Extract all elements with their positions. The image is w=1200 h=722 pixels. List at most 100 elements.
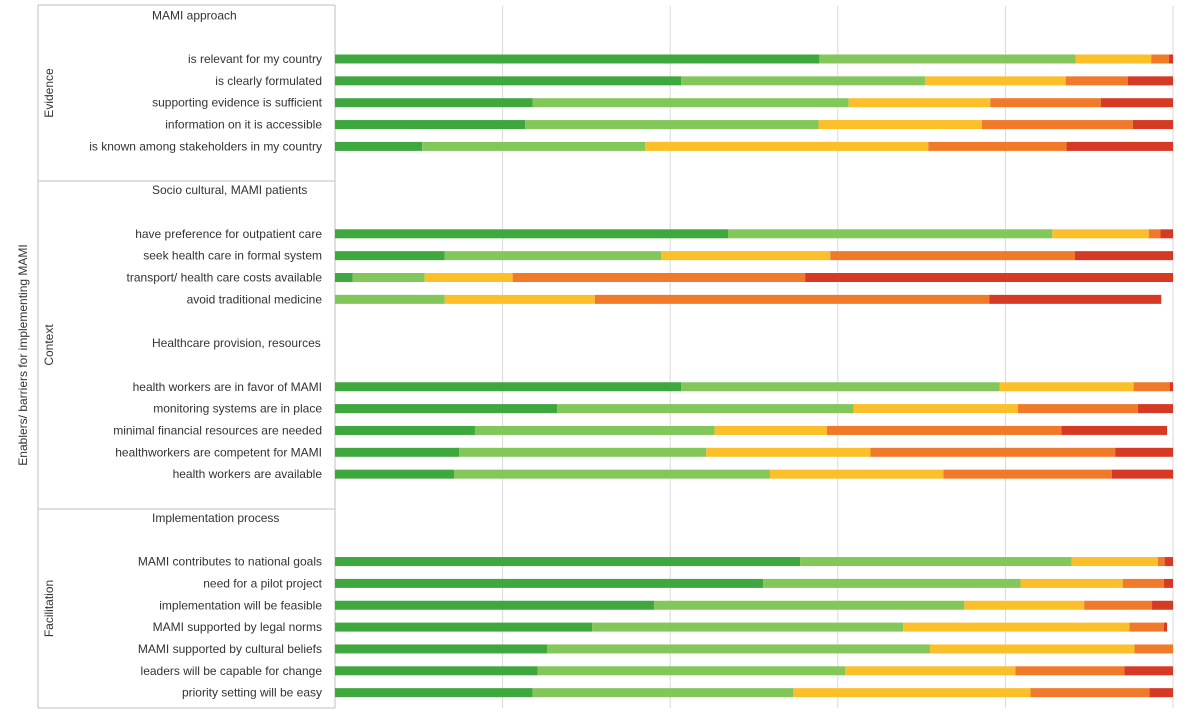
row-label: monitoring systems are in place — [153, 402, 322, 416]
bar-segment — [1134, 644, 1173, 654]
bar-segment — [1075, 54, 1152, 64]
bar-segment — [853, 404, 1018, 414]
bar-segment — [422, 141, 646, 151]
bar-segment — [1127, 76, 1173, 86]
bar-segment — [1148, 229, 1161, 239]
bar-segment — [474, 425, 715, 435]
row-label: implementation will be feasible — [159, 598, 322, 612]
bar-segment — [1066, 141, 1173, 151]
bar-segment — [1133, 382, 1170, 392]
bar-segment — [903, 622, 1130, 632]
bar-segment — [1065, 76, 1128, 86]
row-label: health workers are in favor of MAMI — [133, 380, 322, 394]
bar-segment — [335, 54, 820, 64]
bar-segment — [335, 644, 548, 654]
bar-segment — [1015, 666, 1125, 676]
bar-segment — [769, 469, 944, 479]
outer-axis-label: Enablers/ barriers for implementing MAMI — [16, 244, 30, 465]
bar-segment — [1151, 54, 1169, 64]
bar-segment — [352, 273, 425, 282]
row-label: seek health care in formal system — [143, 249, 322, 263]
row-label: MAMI contributes to national goals — [138, 555, 322, 569]
bar-segment — [1100, 98, 1173, 108]
bar-segment — [335, 622, 593, 632]
bar-segment — [990, 98, 1101, 108]
bar-segment — [1168, 54, 1173, 64]
bar-segment — [557, 404, 854, 414]
bar-segment — [335, 557, 801, 567]
group-title: MAMI approach — [152, 8, 237, 22]
row-labels: MAMI approach is relevant for my country i… — [42, 8, 323, 699]
row-label: minimal financial resources are needed — [113, 423, 322, 437]
bar-segment — [818, 120, 982, 130]
bar-segment — [1020, 578, 1123, 588]
bar-segment — [1163, 578, 1173, 588]
bar-segment — [1052, 229, 1149, 239]
row-label: avoid traditional medicine — [187, 292, 323, 306]
bar-segment — [1115, 447, 1173, 457]
bar-segment — [335, 578, 764, 588]
bar-segment — [594, 294, 990, 304]
bar-segment — [1169, 382, 1173, 392]
bar-segment — [1129, 622, 1164, 632]
bar-segment — [335, 294, 445, 304]
row-label: leaders will be capable for change — [141, 664, 323, 678]
bar-segment — [335, 666, 538, 676]
group-title: Implementation process — [152, 511, 279, 525]
section-label: Facilitation — [42, 580, 56, 637]
bar-segment — [335, 76, 682, 86]
bar-segment — [964, 600, 1085, 610]
bar-segment — [532, 98, 849, 108]
bar-segment — [848, 98, 991, 108]
bar-segment — [830, 251, 1075, 261]
bar-segment — [1071, 557, 1158, 567]
bar-segment — [1122, 578, 1164, 588]
bar-segment — [1061, 425, 1168, 435]
bar-segment — [943, 469, 1112, 479]
bar-segment — [929, 644, 1135, 654]
bar-segment — [714, 425, 827, 435]
bar-segment — [532, 688, 794, 698]
bar-segment — [335, 98, 533, 108]
row-label: priority setting will be easy — [182, 686, 322, 700]
bar-segment — [335, 273, 353, 282]
bar-segment — [654, 600, 965, 610]
bar-segment — [1030, 688, 1150, 698]
bar-segment — [592, 622, 904, 632]
bar-segment — [1074, 251, 1173, 261]
bar-segment — [681, 76, 925, 86]
bar-segment — [924, 76, 1066, 86]
row-label: MAMI supported by legal norms — [153, 620, 322, 634]
bar-segment — [335, 425, 475, 435]
bar-segment — [981, 120, 1133, 130]
row-label: healthworkers are competent for MAMI — [115, 445, 322, 459]
bar-segment — [819, 54, 1076, 64]
row-label: is known among stakeholders in my countr… — [89, 139, 322, 153]
bar-segment — [826, 425, 1062, 435]
bar-segment — [1137, 404, 1173, 414]
bar-segment — [525, 120, 819, 130]
row-label: is clearly formulated — [215, 74, 322, 88]
bar-segment — [1111, 469, 1173, 479]
bar-segment — [335, 382, 682, 392]
row-label: health workers are available — [173, 467, 323, 481]
bar-segment — [1149, 688, 1173, 698]
bar-segment — [512, 273, 806, 282]
bar-segment — [335, 251, 445, 261]
bar-segment — [1164, 557, 1173, 567]
row-label: information on it is accessible — [165, 118, 322, 132]
row-label: MAMI supported by cultural beliefs — [138, 642, 322, 656]
bar-segment — [1124, 666, 1173, 676]
bar-segment — [800, 557, 1072, 567]
bar-segment — [547, 644, 930, 654]
row-label: have preference for outpatient care — [135, 227, 322, 241]
bar-segment — [459, 447, 707, 457]
bar-segment — [928, 141, 1067, 151]
bar-segment — [1163, 622, 1168, 632]
group-title: Socio cultural, MAMI patients — [152, 183, 307, 197]
bar-segment — [453, 469, 770, 479]
bar-segment — [335, 469, 454, 479]
row-label: is relevant for my country — [188, 52, 322, 66]
bar-segment — [999, 382, 1134, 392]
bar-segment — [1160, 229, 1173, 239]
